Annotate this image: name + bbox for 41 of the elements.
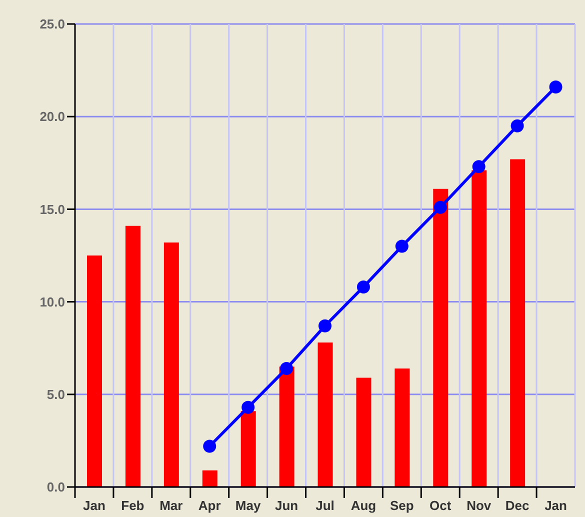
bar: [318, 342, 333, 487]
point: [434, 200, 447, 214]
bar: [510, 159, 526, 487]
x-tick-label: Jun: [274, 498, 298, 513]
bar: [433, 188, 448, 487]
point: [318, 319, 332, 332]
y-tick-label: 10.0: [40, 294, 65, 310]
point: [510, 119, 524, 132]
x-tick-label: Apr: [198, 498, 221, 513]
y-tick-label: 25.0: [40, 16, 65, 32]
point: [242, 400, 255, 414]
x-tick-label: Dec: [505, 498, 530, 513]
x-tick-label: Jan: [544, 498, 568, 513]
bar: [125, 226, 140, 487]
x-tick-label: Jan: [83, 498, 106, 513]
y-tick-label: 20.0: [40, 109, 65, 124]
point: [395, 240, 408, 253]
y-tick-label: 0.0: [46, 480, 65, 495]
y-tick-label: 15.0: [40, 202, 65, 217]
point: [203, 440, 216, 453]
x-tick-label: Oct: [430, 498, 452, 513]
bar: [356, 378, 372, 487]
point: [280, 362, 294, 375]
x-tick-label: Mar: [160, 498, 183, 513]
bar: [164, 242, 179, 487]
bar: [202, 470, 218, 487]
bar: [472, 170, 487, 487]
x-tick-label: Nov: [466, 498, 492, 513]
x-tick-label: Jul: [316, 498, 334, 513]
y-tick-label: 5.0: [46, 387, 65, 402]
x-tick-label: Aug: [350, 498, 376, 513]
x-tick-label: Sep: [390, 498, 414, 513]
bar: [87, 256, 102, 487]
bar: [394, 368, 410, 487]
bar: [240, 411, 256, 487]
x-tick-label: Feb: [121, 498, 144, 513]
bar: [279, 366, 294, 487]
point: [356, 280, 370, 294]
point: [549, 80, 562, 94]
point: [472, 160, 486, 174]
x-tick-label: May: [235, 498, 262, 513]
